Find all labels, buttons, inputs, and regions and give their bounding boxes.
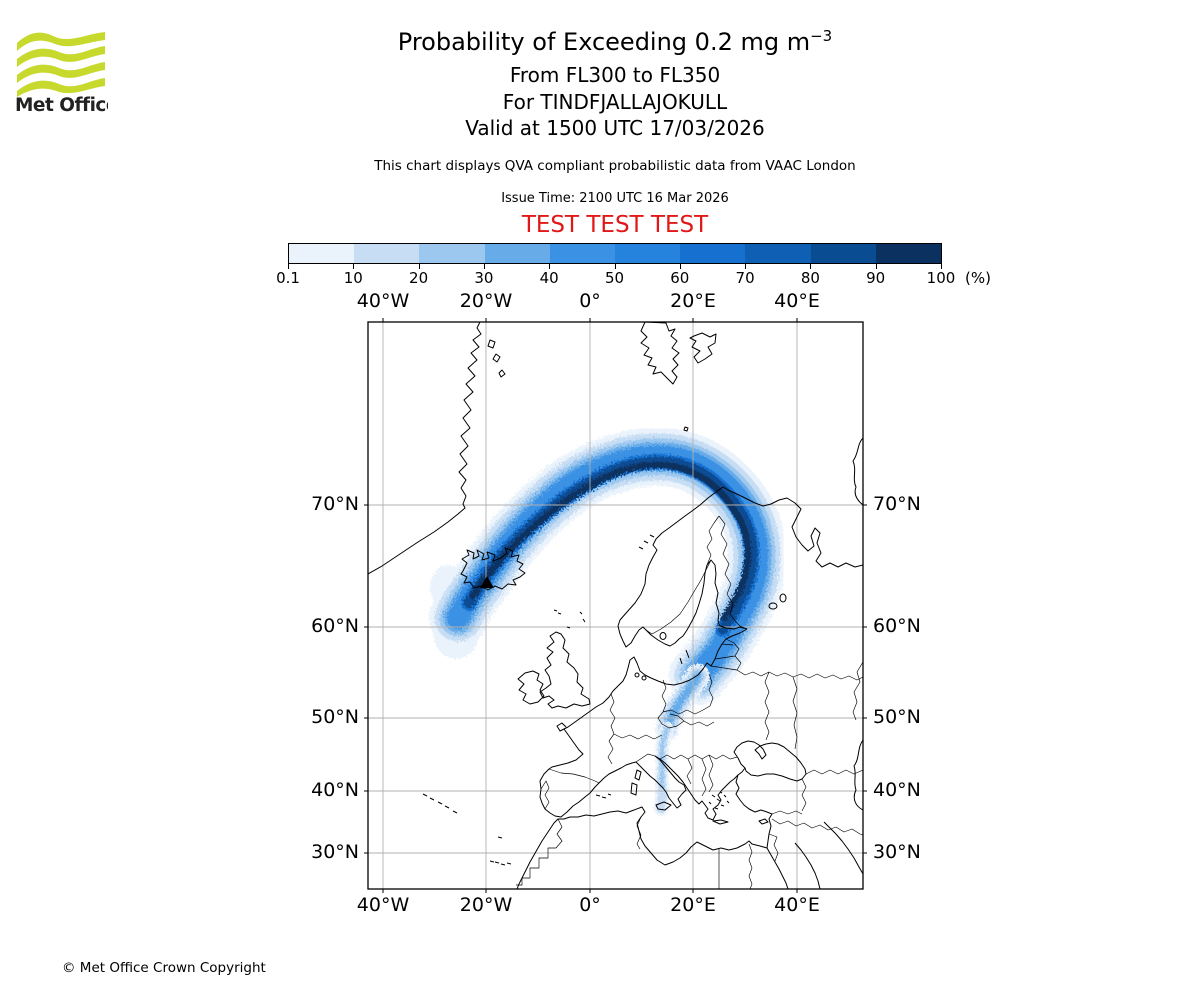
bottom-axis-label-20°E: 20°E [670,894,716,916]
logo-text: Met Office [15,95,108,115]
bottom-axis-label-0°: 0° [579,894,601,916]
colorbar-tick-label: 50 [604,269,625,287]
colorbar-segment-7 [680,244,746,263]
left-axis-label-30°N: 30°N [311,841,359,863]
right-axis-label-30°N: 30°N [873,841,921,863]
colorbar-segment-8 [745,244,811,263]
logo-waves-icon [17,32,105,97]
colorbar-tick-label: 60 [670,269,690,287]
volcano-marker-icon [480,576,494,588]
left-axis-label-70°N: 70°N [311,493,359,515]
right-axis-label-60°N: 60°N [873,615,921,637]
colorbar-tick [810,264,812,269]
colorbar-tick [549,264,551,269]
test-banner: TEST TEST TEST [521,212,709,238]
probability-colorbar [288,243,942,264]
graticule-gridlines [368,322,863,889]
country-borders [516,515,863,889]
top-axis-label-20°E: 20°E [670,290,716,312]
colorbar-segment-4 [484,244,550,263]
top-axis-label-40°W: 40°W [356,290,410,312]
top-axis-label-40°E: 40°E [774,290,820,312]
left-axis-label-50°N: 50°N [311,706,359,728]
colorbar-tick-label: 20 [409,269,429,287]
right-axis-label-40°N: 40°N [873,779,921,801]
map-canvas [364,318,867,893]
colorbar-tick [875,264,877,269]
colorbar-tick-label: 80 [800,269,820,287]
colorbar-segment-6 [615,244,681,263]
colorbar-tick [483,264,485,269]
page-title: Probability of Exceeding 0.2 mg m−3 [397,27,833,56]
colorbar-tick-label: 100 [926,269,956,287]
left-axis-label-40°N: 40°N [311,779,359,801]
colorbar-segment-5 [549,244,616,263]
colorbar-segment-1 [289,244,355,263]
colorbar-segment-3 [419,244,485,263]
colorbar-tick-label: 0.1 [276,269,300,287]
colorbar-tick-label: 40 [539,269,559,287]
subtitle-valid-time: Valid at 1500 UTC 17/03/2026 [465,116,765,140]
left-axis-label-60°N: 60°N [311,615,359,637]
colorbar-tick-label: 30 [474,269,494,287]
ash-plume [429,427,786,816]
colorbar-unit-label: (%) [965,269,991,287]
subtitle-flight-levels: From FL300 to FL350 [509,63,721,87]
issue-time: Issue Time: 2100 UTC 16 Mar 2026 [501,191,729,206]
title-exponent: −3 [810,27,833,45]
met-office-logo: Met Office [15,32,108,115]
colorbar-segment-10 [875,244,942,263]
colorbar-tick [288,264,289,269]
top-axis-label-20°W: 20°W [459,290,513,312]
bottom-axis-label-20°W: 20°W [459,894,513,916]
map-frame-ticks [364,318,867,893]
colorbar-tick-label: 10 [343,269,363,287]
colorbar-tick-label: 90 [866,269,886,287]
colorbar-tick-label: 70 [735,269,755,287]
top-axis-label-0°: 0° [579,290,601,312]
colorbar-tick [679,264,681,269]
colorbar-tick [418,264,420,269]
bottom-axis-label-40°W: 40°W [356,894,410,916]
colorbar-tick [353,264,355,269]
copyright-notice: © Met Office Crown Copyright [62,960,266,976]
colorbar-tick [941,264,942,269]
colorbar-tick [745,264,747,269]
right-axis-label-70°N: 70°N [873,493,921,515]
colorbar-segment-2 [354,244,420,263]
bottom-axis-label-40°E: 40°E [774,894,820,916]
colorbar-tick [614,264,616,269]
colorbar-segment-9 [810,244,876,263]
map-frame [367,321,864,890]
subtitle-volcano: For TINDFJALLAJOKULL [502,90,728,114]
right-axis-label-50°N: 50°N [873,706,921,728]
qva-note: This chart displays QVA compliant probab… [374,158,856,174]
